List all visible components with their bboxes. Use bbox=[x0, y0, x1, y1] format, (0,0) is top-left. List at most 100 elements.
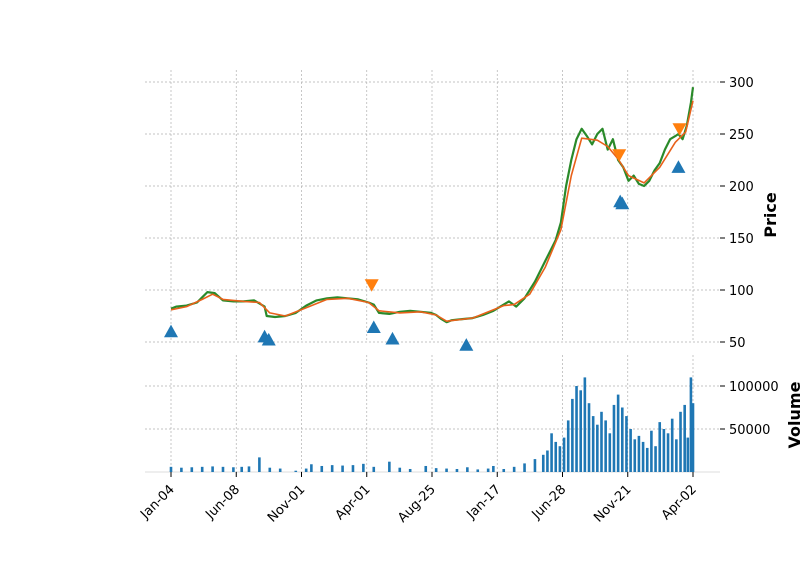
volume-bar bbox=[476, 469, 480, 472]
price-tick-label: 200 bbox=[729, 180, 754, 195]
volume-bar bbox=[541, 454, 545, 472]
volume-bar bbox=[169, 466, 173, 472]
volume-bar bbox=[596, 424, 599, 472]
volume-bar bbox=[616, 394, 620, 472]
volume-bar bbox=[550, 433, 553, 472]
sell-marker-triangle bbox=[672, 123, 687, 136]
x-axis-ticks: Jan-04 Jun-08 Nov-01 Apr-01 Aug-25 Jan-17 Jun-… bbox=[137, 472, 700, 526]
volume-bar bbox=[583, 377, 587, 472]
volume-bar bbox=[492, 465, 495, 472]
volume-bar bbox=[372, 466, 376, 472]
buy-marker-triangle bbox=[261, 332, 276, 346]
volume-axis-ticks: 50000 100000 bbox=[720, 380, 779, 438]
volume-bar bbox=[629, 429, 632, 472]
x-tick-label: Apr-02 bbox=[659, 482, 700, 523]
volume-bar bbox=[587, 403, 591, 472]
volume-bar bbox=[650, 430, 653, 472]
volume-bar bbox=[533, 459, 537, 472]
volume-bar bbox=[689, 377, 693, 472]
volume-bar bbox=[278, 468, 282, 472]
volume-bar bbox=[604, 420, 607, 472]
volume-bar bbox=[600, 411, 603, 472]
volume-bar bbox=[566, 420, 570, 472]
volume-bar bbox=[546, 450, 549, 472]
volume-bar bbox=[240, 466, 244, 472]
volume-bar bbox=[670, 418, 674, 472]
volume-bar bbox=[686, 437, 690, 472]
volume-bar bbox=[675, 439, 678, 472]
volume-bar bbox=[523, 463, 526, 472]
volume-bar bbox=[190, 467, 194, 472]
volume-bar bbox=[571, 398, 574, 472]
volume-bar bbox=[351, 465, 355, 472]
x-tick-label: Jun-28 bbox=[529, 482, 570, 523]
price-tick-label: 50 bbox=[729, 336, 746, 351]
volume-bar bbox=[304, 468, 308, 472]
buy-marker-triangle bbox=[366, 320, 381, 334]
sell-marker-triangle bbox=[364, 279, 379, 292]
volume-bar bbox=[388, 461, 391, 472]
sell-marker-triangle bbox=[612, 149, 627, 162]
volume-bar bbox=[658, 422, 662, 472]
close-price-line bbox=[170, 87, 695, 324]
volume-bars bbox=[169, 377, 695, 472]
price-lines bbox=[170, 87, 695, 324]
volume-bar bbox=[341, 465, 344, 472]
volume-bar bbox=[268, 467, 272, 472]
x-tick-label: Jan-04 bbox=[137, 482, 178, 523]
volume-bar bbox=[579, 390, 582, 472]
volume-bar bbox=[180, 467, 183, 472]
volume-bar bbox=[654, 446, 657, 472]
volume-bar bbox=[645, 447, 649, 472]
x-tick-label: Jun-08 bbox=[202, 482, 243, 523]
volume-bar bbox=[466, 467, 469, 472]
volume-bar bbox=[310, 464, 313, 472]
x-tick-label: Nov-21 bbox=[591, 482, 634, 525]
volume-bar bbox=[620, 407, 624, 472]
volume-bar bbox=[591, 416, 595, 472]
buy-marker-triangle bbox=[385, 331, 400, 345]
volume-bar bbox=[200, 466, 204, 472]
volume-bar bbox=[232, 467, 235, 472]
volume-bar bbox=[320, 465, 324, 472]
x-tick-label: Nov-01 bbox=[265, 482, 308, 525]
volume-bar bbox=[211, 466, 214, 472]
volume-bar bbox=[398, 467, 402, 472]
volume-bar bbox=[612, 404, 616, 472]
volume-bar bbox=[455, 468, 459, 472]
volume-bar bbox=[691, 403, 695, 472]
volume-bar bbox=[683, 404, 686, 472]
buy-marker-triangle bbox=[671, 160, 686, 173]
volume-bar bbox=[637, 435, 641, 472]
price-axis-title: Price bbox=[761, 192, 780, 238]
volume-bar bbox=[575, 386, 578, 472]
volume-bar bbox=[221, 466, 225, 472]
volume-tick-label: 100000 bbox=[729, 380, 779, 395]
volume-bar bbox=[258, 457, 261, 472]
x-tick-label: Apr-01 bbox=[333, 482, 374, 523]
price-tick-label: 150 bbox=[729, 232, 754, 247]
price-tick-label: 300 bbox=[729, 76, 754, 91]
volume-bar bbox=[486, 468, 490, 472]
volume-bar bbox=[362, 463, 365, 472]
volume-bar bbox=[512, 466, 516, 472]
price-axis-ticks: 50 100 150 200 250 300 bbox=[720, 76, 754, 351]
volume-bar bbox=[330, 465, 334, 472]
moving-average-line bbox=[170, 100, 694, 323]
trade-markers bbox=[164, 123, 687, 351]
buy-marker-triangle bbox=[459, 338, 474, 351]
x-tick-label: Aug-25 bbox=[395, 482, 439, 526]
volume-bar bbox=[641, 441, 645, 472]
volume-bar bbox=[562, 437, 566, 472]
volume-tick-label: 50000 bbox=[729, 423, 770, 438]
volume-bar bbox=[608, 433, 612, 472]
volume-bar bbox=[408, 468, 412, 472]
volume-bar bbox=[679, 411, 682, 472]
volume-bar bbox=[294, 470, 298, 472]
volume-bar bbox=[554, 441, 558, 472]
volume-bar bbox=[633, 439, 637, 472]
volume-bar bbox=[662, 429, 666, 472]
price-tick-label: 250 bbox=[729, 128, 754, 143]
volume-bar bbox=[247, 466, 251, 472]
